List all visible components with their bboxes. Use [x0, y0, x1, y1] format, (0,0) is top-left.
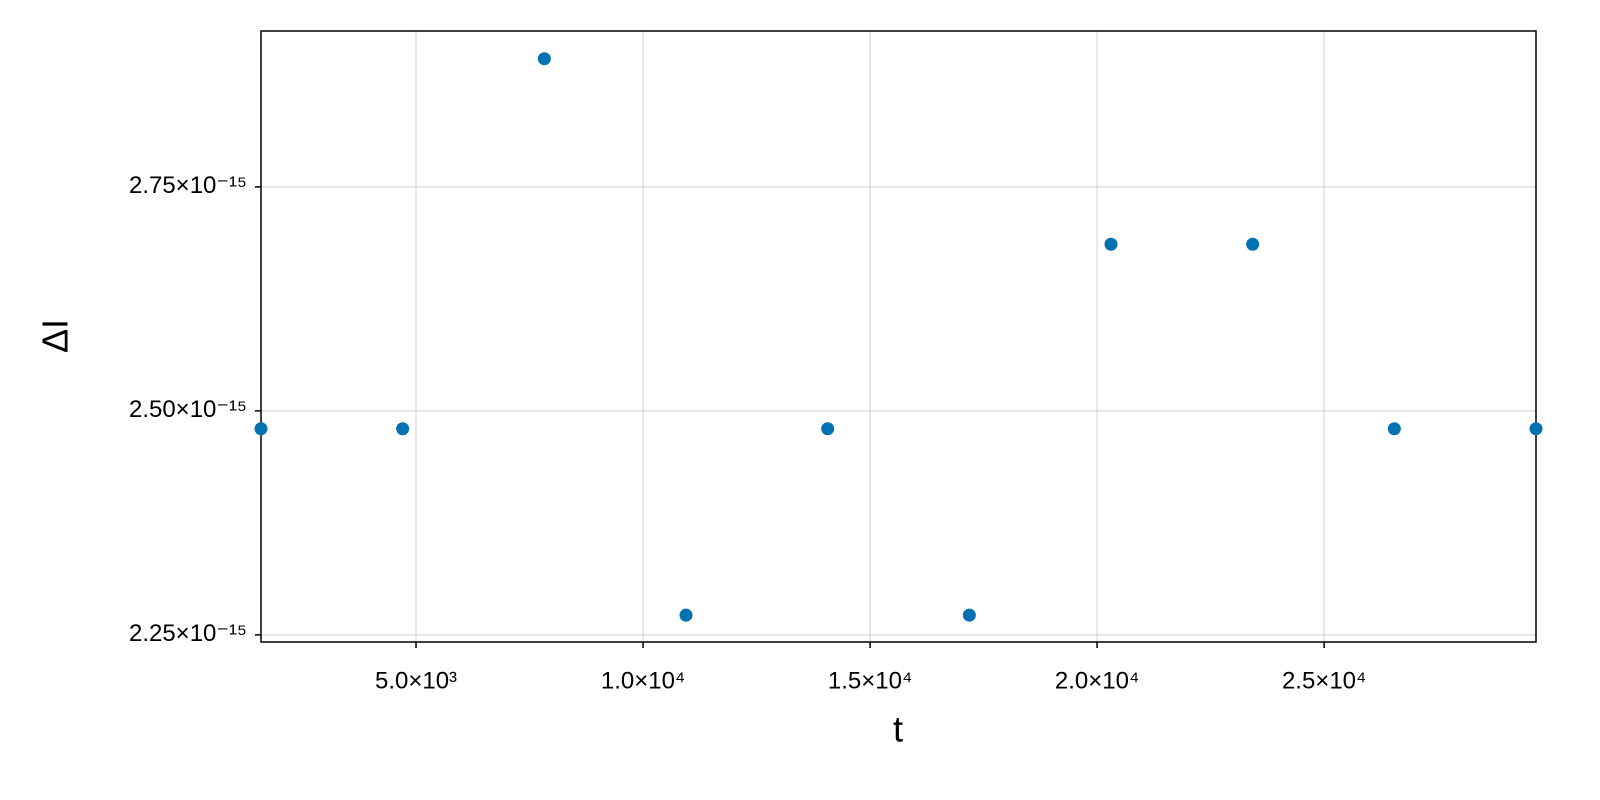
scatter-point — [821, 422, 835, 436]
scatter-point — [1104, 237, 1118, 251]
scatter-point — [396, 422, 410, 436]
x-tick-label: 1.0×10⁴ — [601, 667, 685, 694]
scatter-point — [1246, 237, 1260, 251]
x-tick-label: 2.5×10⁴ — [1282, 667, 1366, 694]
y-axis-label: ΔI — [35, 319, 76, 353]
scatter-point — [962, 608, 976, 622]
y-tick-label: 2.25×10⁻¹⁵ — [129, 620, 247, 647]
x-tick-label: 1.5×10⁴ — [828, 667, 912, 694]
scatter-point — [1529, 422, 1543, 436]
x-tick-label: 5.0×10³ — [375, 667, 457, 694]
x-tick-label: 2.0×10⁴ — [1055, 667, 1139, 694]
y-tick-label: 2.50×10⁻¹⁵ — [129, 396, 247, 423]
x-axis-label: t — [893, 709, 903, 750]
plot-frame — [260, 30, 1537, 643]
scatter-point — [1387, 422, 1401, 436]
scatter-point — [679, 608, 693, 622]
scatter-point — [537, 52, 551, 66]
y-tick-label: 2.75×10⁻¹⁵ — [129, 172, 247, 199]
scatter-point — [254, 422, 268, 436]
